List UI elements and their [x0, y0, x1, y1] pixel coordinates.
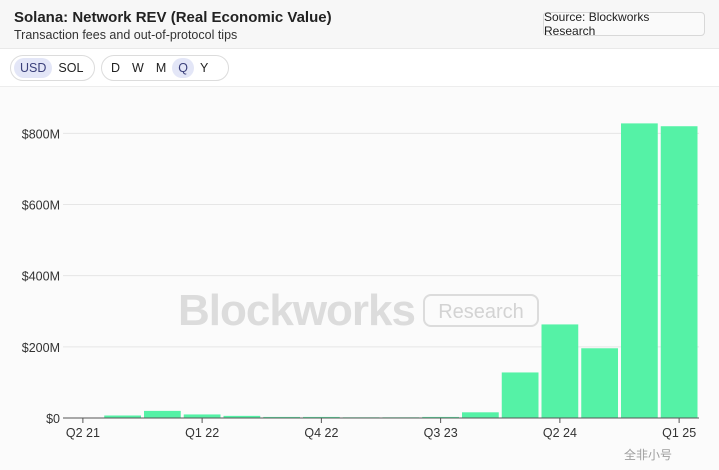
currency-usd-toggle[interactable]: USD — [14, 58, 53, 78]
x-tick-label: Q1 25 — [662, 426, 696, 440]
axes: $0 $200M $400M $600M $800M Q2 21 Q1 22 Q4 22 Q3 … — [22, 127, 699, 440]
bar-chart: Blockworks Research $0 $200M $400M $600M $80… — [22, 123, 699, 440]
source-button[interactable]: Source: Blockworks Research — [543, 10, 705, 38]
bar-q3-22[interactable] — [263, 416, 300, 418]
chart-title: Solana: Network REV (Real Economic Value… — [14, 9, 332, 26]
bar-q2-22[interactable] — [223, 415, 261, 418]
corner-watermark: 全非小号 — [624, 448, 673, 462]
x-tick-label: Q3 23 — [424, 426, 458, 440]
bar-q2-24[interactable] — [541, 324, 579, 418]
bar-q1-24[interactable] — [501, 372, 539, 418]
bar-q4-22[interactable] — [303, 416, 340, 418]
y-tick-label: $400M — [22, 270, 60, 284]
bar-q3-23[interactable] — [422, 416, 459, 418]
watermark: Blockworks Research — [178, 286, 539, 335]
period-quarter-toggle[interactable]: Q — [172, 58, 194, 78]
watermark-sub: Research — [438, 301, 524, 323]
bar-q1-22[interactable] — [183, 414, 221, 418]
bar-q1-25[interactable] — [660, 126, 698, 419]
chart-header: Solana: Network REV (Real Economic Value… — [0, 0, 719, 49]
y-tick-label: $800M — [22, 127, 60, 141]
period-day-toggle[interactable]: D — [111, 61, 121, 75]
bar-q4-23[interactable] — [462, 412, 499, 418]
y-tick-label: $0 — [46, 412, 60, 426]
x-tick-label: Q1 22 — [185, 426, 219, 440]
bar-q3-21[interactable] — [104, 415, 141, 418]
watermark-brand: Blockworks — [178, 286, 415, 335]
watermark-badge — [423, 294, 539, 327]
x-tick-label: Q2 24 — [543, 426, 577, 440]
y-tick-label: $600M — [22, 199, 60, 213]
bar-q3-24[interactable] — [581, 348, 618, 418]
bar-q4-24[interactable] — [621, 123, 658, 418]
period-month-toggle[interactable]: M — [155, 61, 167, 75]
x-tick-label: Q4 22 — [304, 426, 338, 440]
bars — [104, 123, 698, 419]
chart-area: Blockworks Research $0 $200M $400M $600M $80… — [0, 86, 719, 470]
x-tick-label: Q2 21 — [66, 426, 100, 440]
period-week-toggle[interactable]: W — [132, 61, 144, 75]
bar-q4-21[interactable] — [144, 410, 181, 418]
period-toggle-group: D W M Q Y — [101, 55, 229, 81]
currency-toggle-group: USD SOL — [10, 55, 95, 81]
currency-sol-toggle[interactable]: SOL — [58, 61, 84, 75]
period-year-toggle[interactable]: Y — [200, 61, 209, 75]
chart-subtitle: Transaction fees and out-of-protocol tip… — [14, 28, 238, 42]
y-tick-label: $200M — [22, 341, 60, 355]
grid-lines — [63, 132, 699, 348]
